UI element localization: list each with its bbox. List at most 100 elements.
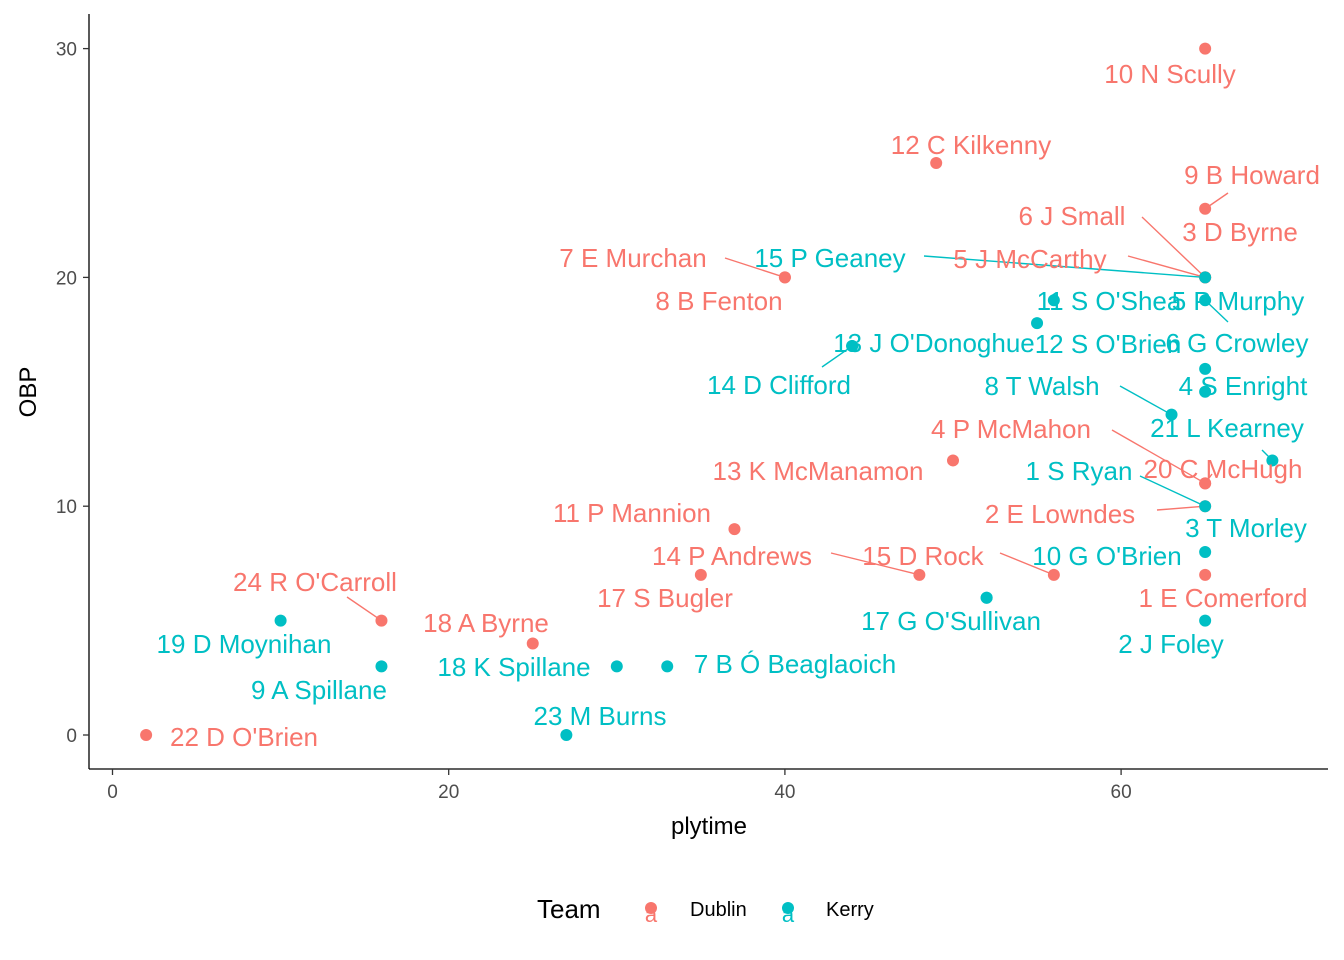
point-label: 15 P Geaney bbox=[754, 243, 905, 273]
data-point bbox=[728, 523, 741, 536]
point-label: 15 D Rock bbox=[862, 541, 984, 571]
data-point bbox=[1047, 294, 1060, 307]
point-label: 13 J O'Donoghue bbox=[833, 328, 1035, 358]
point-label: 22 D O'Brien bbox=[170, 722, 318, 752]
data-point bbox=[1199, 568, 1212, 581]
axes: 0 20 40 60 0 10 20 30 plytime OBP bbox=[15, 14, 1328, 840]
y-axis-title: OBP bbox=[15, 367, 42, 418]
point-label: 13 K McManamon bbox=[713, 456, 924, 486]
point-label: 7 B Ó Beaglaoich bbox=[694, 649, 896, 679]
point-labels: 10 N Scully 12 C Kilkenny 9 B Howard 3 D By… bbox=[157, 59, 1320, 752]
x-axis-title: plytime bbox=[671, 813, 747, 840]
data-point bbox=[661, 660, 674, 673]
data-point bbox=[1199, 202, 1212, 215]
data-points bbox=[140, 42, 1279, 741]
data-point bbox=[1199, 545, 1212, 558]
legend-item-dublin: a Dublin bbox=[645, 899, 747, 927]
data-point bbox=[1199, 271, 1212, 284]
legend-entries: a Dublin a Kerry bbox=[645, 899, 874, 927]
data-point bbox=[1199, 500, 1212, 513]
point-label: 8 T Walsh bbox=[984, 371, 1099, 401]
data-point bbox=[375, 660, 388, 673]
point-label: 18 K Spillane bbox=[437, 652, 590, 682]
label-leader-line bbox=[1139, 475, 1206, 507]
data-point bbox=[526, 637, 539, 650]
point-label: 17 S Bugler bbox=[597, 583, 733, 613]
data-point bbox=[1199, 614, 1212, 627]
point-label: 5 P Murphy bbox=[1172, 286, 1304, 316]
data-point bbox=[1199, 385, 1212, 398]
data-point bbox=[1031, 317, 1044, 330]
point-label: 1 S Ryan bbox=[1026, 456, 1133, 486]
point-label: 6 G Crowley bbox=[1165, 328, 1308, 358]
point-label: 12 C Kilkenny bbox=[891, 130, 1051, 160]
point-label: 17 G O'Sullivan bbox=[861, 606, 1041, 636]
point-label: 19 D Moynihan bbox=[157, 629, 332, 659]
legend-key-point bbox=[645, 902, 657, 914]
legend-key-glyph: a bbox=[782, 902, 795, 927]
data-point bbox=[694, 568, 707, 581]
data-point bbox=[1165, 408, 1178, 421]
data-point bbox=[1199, 362, 1212, 375]
legend-key-glyph: a bbox=[645, 902, 658, 927]
y-tick-label: 0 bbox=[66, 726, 77, 747]
y-ticks: 0 10 20 30 bbox=[56, 40, 89, 747]
data-point bbox=[610, 660, 623, 673]
x-tick-label: 60 bbox=[1111, 782, 1132, 803]
label-leader-line bbox=[346, 596, 382, 622]
data-point bbox=[980, 591, 993, 604]
data-point bbox=[140, 729, 153, 741]
point-label: 4 P McMahon bbox=[931, 414, 1091, 444]
point-label: 2 E Lowndes bbox=[985, 499, 1135, 529]
y-tick-label: 30 bbox=[56, 40, 77, 61]
point-label: 14 P Andrews bbox=[652, 541, 812, 571]
legend-label: Dublin bbox=[690, 899, 747, 921]
point-label: 9 B Howard bbox=[1184, 160, 1320, 190]
legend: Team a Dublin a Kerry bbox=[537, 894, 874, 927]
label-leader-line bbox=[1141, 216, 1206, 278]
point-label: 11 P Mannion bbox=[553, 498, 711, 528]
label-leader-line bbox=[821, 345, 853, 368]
data-point bbox=[846, 340, 859, 353]
legend-key-point bbox=[782, 902, 794, 914]
label-leader-line bbox=[923, 255, 1206, 279]
point-label: 21 L Kearney bbox=[1150, 413, 1304, 443]
point-label: 1 E Comerford bbox=[1138, 583, 1307, 613]
data-point bbox=[560, 729, 573, 741]
data-point bbox=[274, 614, 287, 627]
data-point bbox=[930, 157, 943, 169]
data-point bbox=[1199, 294, 1212, 307]
x-tick-label: 0 bbox=[107, 782, 118, 803]
data-point bbox=[1199, 477, 1212, 490]
label-leader-line bbox=[724, 257, 786, 279]
data-point bbox=[1199, 42, 1212, 55]
point-label: 10 N Scully bbox=[1104, 59, 1236, 89]
label-leader-line bbox=[1156, 505, 1206, 511]
point-label: 3 D Byrne bbox=[1182, 217, 1298, 247]
y-tick-label: 10 bbox=[56, 497, 77, 518]
data-point bbox=[913, 568, 926, 581]
data-point bbox=[1266, 454, 1279, 467]
point-label: 7 E Murchan bbox=[559, 243, 706, 273]
point-label: 10 G O'Brien bbox=[1032, 541, 1181, 571]
label-leader-line bbox=[830, 552, 920, 576]
label-leader-line bbox=[1111, 429, 1206, 484]
x-tick-label: 20 bbox=[438, 782, 459, 803]
label-leader-line bbox=[999, 552, 1055, 576]
point-label: 8 B Fenton bbox=[655, 286, 782, 316]
point-label: 5 J McCarthy bbox=[953, 244, 1106, 274]
point-label: 20 C McHugh bbox=[1144, 454, 1303, 484]
point-label: 6 J Small bbox=[1019, 201, 1126, 231]
legend-title: Team bbox=[537, 894, 601, 924]
point-label: 24 R O'Carroll bbox=[233, 567, 397, 597]
point-label: 23 M Burns bbox=[534, 701, 667, 731]
point-label: 9 A Spillane bbox=[251, 675, 387, 705]
legend-item-kerry: a Kerry bbox=[782, 899, 874, 927]
point-label: 18 A Byrne bbox=[423, 608, 549, 638]
data-point bbox=[778, 271, 791, 284]
x-ticks: 0 20 40 60 bbox=[107, 769, 1132, 803]
point-label: 11 S O'Shea bbox=[1037, 286, 1182, 316]
legend-label: Kerry bbox=[826, 899, 874, 921]
label-leader-line bbox=[1119, 385, 1172, 416]
